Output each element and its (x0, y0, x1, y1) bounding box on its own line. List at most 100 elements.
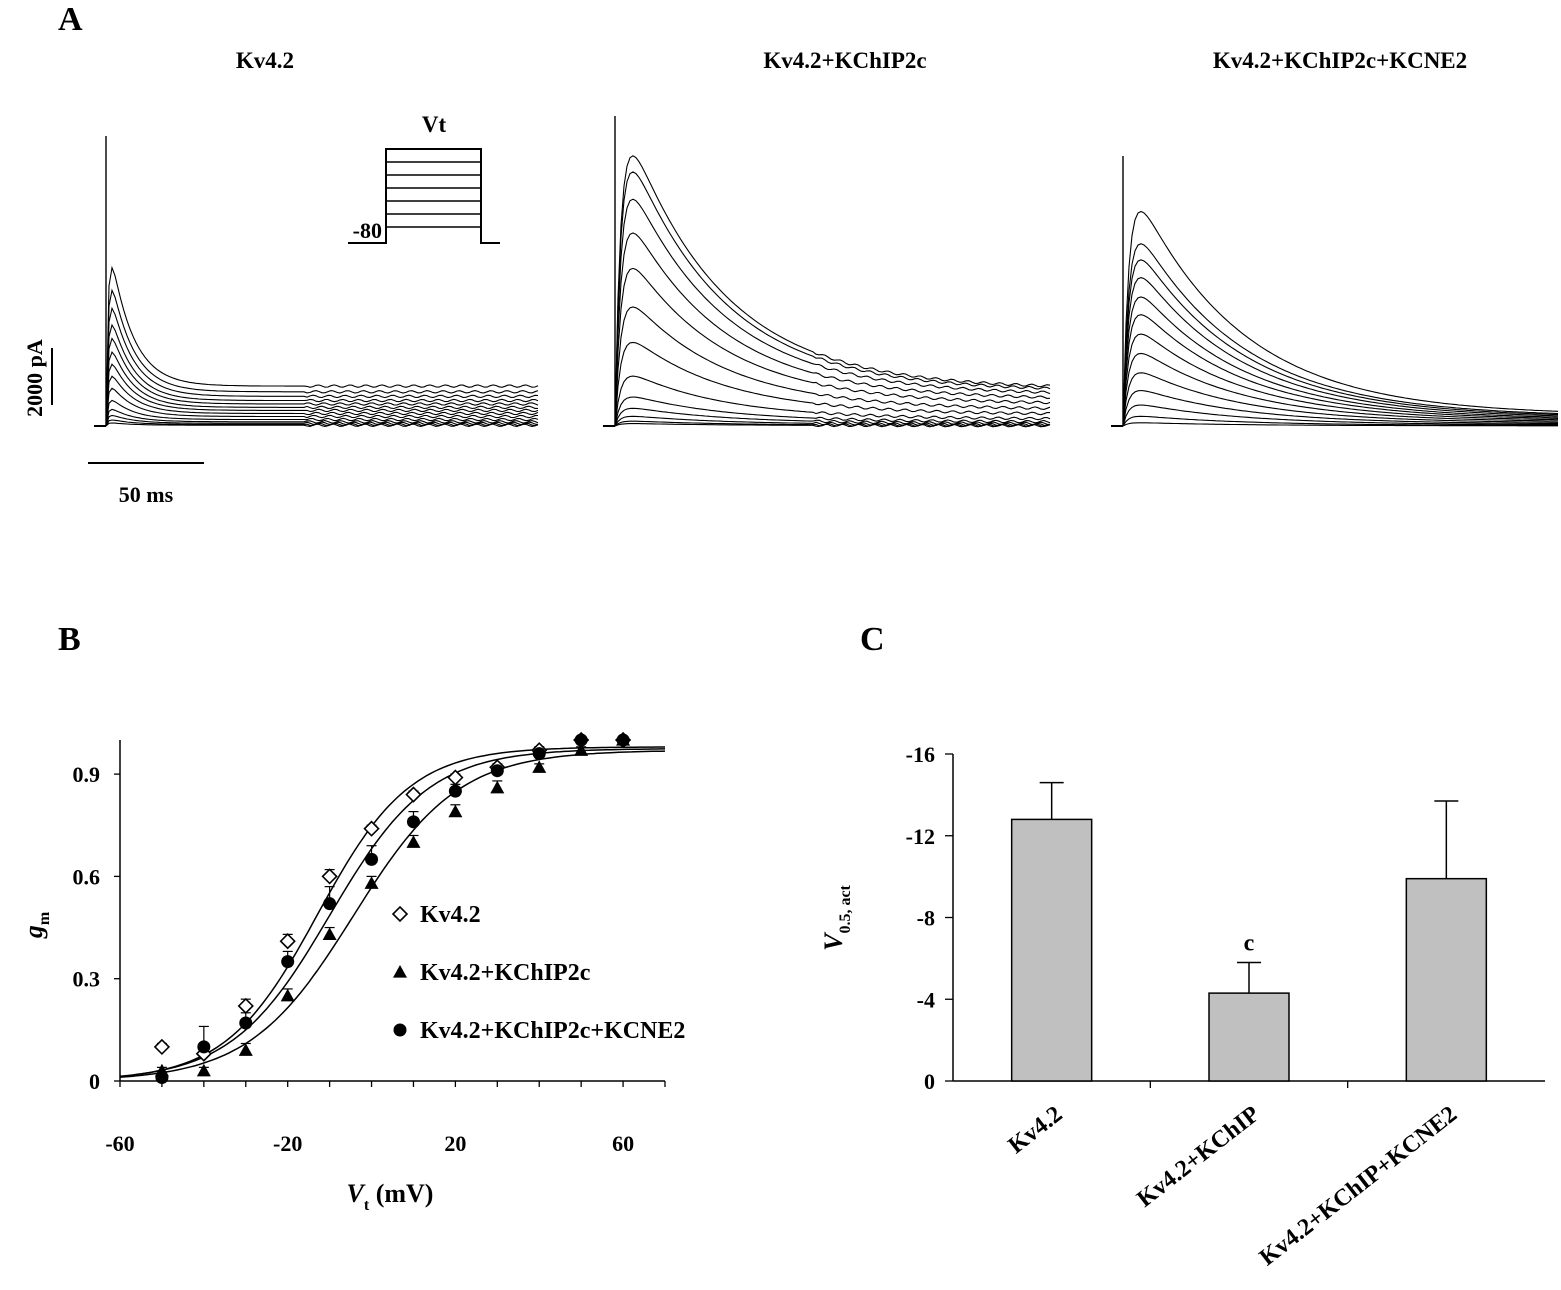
y-tick-label: 0.6 (73, 864, 101, 889)
current-trace (614, 232, 1051, 427)
data-point-circle (490, 764, 504, 778)
data-point-triangle (322, 927, 337, 940)
current-trace (614, 267, 1051, 427)
category-label: Kv4.2+KChIP+KCNE2 (1255, 1101, 1462, 1271)
x-axis-label-main: V (347, 1179, 367, 1208)
y-axis-label: gm (19, 911, 53, 939)
current-trace (1122, 352, 1558, 427)
y-tick-label: 0 (89, 1069, 100, 1094)
x-axis-label-unit: (mV) (369, 1179, 433, 1208)
data-point-circle (239, 1016, 253, 1030)
current-trace (1122, 415, 1558, 427)
bar (1208, 992, 1290, 1082)
fit-curve (119, 746, 665, 1078)
c-y-axis-label: V0.5, act (819, 884, 854, 950)
current-trace (1122, 314, 1559, 427)
bar (1010, 818, 1093, 1082)
bar (1405, 877, 1488, 1082)
x-tick-label: 20 (444, 1131, 466, 1156)
panel-b-letter: B (58, 621, 81, 658)
fit-curve (119, 750, 666, 1078)
data-point-circle (197, 1040, 211, 1054)
current-trace (105, 288, 539, 427)
legend-entry: Kv4.2+KChIP2c (420, 960, 591, 986)
c-y-tick-label: -12 (906, 824, 935, 849)
current-trace (105, 306, 539, 427)
vhalf-bar-chart: 0 -4 -8 -12 -16 Kv4.2 c Kv4.2+KChIPKv4.2+KChIP+… (906, 742, 1545, 1271)
current-trace (1122, 277, 1558, 427)
time-scale-label: 50 ms (119, 482, 174, 507)
panel-b: B -60 -20 20 60 0 0.3 0.6 0.9 Kv4.2 Kv4.2+KChIP2c… (19, 621, 685, 1214)
panel-a: A Kv4.2 Kv4.2+KChIP2c Kv4.2+KChIP2c+KCNE… (22, 1, 1559, 507)
current-trace (105, 422, 539, 427)
data-point-diamond (447, 769, 464, 786)
data-point-circle (155, 1071, 169, 1085)
data-point-triangle (532, 760, 547, 773)
current-trace (1122, 372, 1559, 427)
significance-label: c (1244, 930, 1255, 956)
c-y-axis-label-sub: 0.5, act (837, 884, 854, 933)
data-point-circle (406, 815, 420, 829)
current-trace (1122, 296, 1559, 427)
current-trace (614, 341, 1050, 427)
current-trace (614, 407, 1051, 427)
y-axis-label-sub: m (36, 911, 53, 925)
data-point-diamond (363, 820, 380, 837)
data-point-diamond (405, 786, 422, 803)
data-point-diamond (279, 933, 296, 950)
category-label: Kv4.2+KChIP (1132, 1101, 1264, 1212)
current-traces-kv42 (94, 136, 539, 427)
x-axis-label: Vt (mV) (347, 1179, 434, 1214)
current-trace (614, 420, 1051, 428)
current-trace (614, 415, 1051, 427)
protocol-label: Vt (422, 112, 447, 137)
data-point-circle (365, 852, 379, 866)
data-point-circle (574, 733, 588, 747)
current-trace (105, 419, 539, 427)
y-tick-label: 0.3 (73, 967, 101, 992)
trace-title-kv42-kchip2c: Kv4.2+KChIP2c (763, 48, 926, 73)
panel-c: C 0 -4 -8 -12 -16 Kv4.2 c Kv4.2+KChIPKv4.2+KChI… (819, 621, 1545, 1271)
data-point-circle (532, 747, 546, 761)
data-point-triangle (364, 876, 379, 889)
y-tick-label: 0.9 (73, 762, 101, 787)
data-point-circle (323, 897, 337, 911)
current-trace (614, 171, 1051, 427)
current-trace (1122, 210, 1559, 427)
current-trace (1122, 333, 1558, 427)
current-trace (105, 337, 539, 427)
data-point-triangle (280, 988, 295, 1002)
data-point-diamond (237, 997, 254, 1015)
x-tick-label: -20 (273, 1131, 302, 1156)
x-tick-label: 60 (612, 1131, 634, 1156)
current-trace (105, 387, 539, 427)
c-y-tick-label: 0 (924, 1069, 935, 1094)
data-point-diamond (153, 1038, 171, 1056)
protocol-holding-label: -80 (353, 218, 382, 243)
c-y-tick-label: -4 (917, 987, 935, 1012)
current-trace (1122, 243, 1559, 427)
c-y-tick-label: -16 (906, 742, 935, 767)
data-point-triangle (574, 743, 589, 756)
current-trace (105, 408, 539, 427)
current-trace (1122, 404, 1558, 427)
current-traces-kv42-kchip2c (603, 116, 1051, 428)
data-point-diamond (321, 868, 338, 885)
data-point-diamond (391, 905, 409, 923)
current-trace (614, 375, 1051, 427)
current-trace (614, 155, 1051, 427)
current-scale-label: 2000 pA (22, 339, 47, 417)
current-trace (105, 350, 538, 427)
data-point-triangle (393, 965, 407, 978)
data-point-triangle (238, 1043, 253, 1056)
current-trace (1122, 259, 1559, 427)
legend-entry: Kv4.2+KChIP2c+KCNE2 (420, 1018, 685, 1044)
data-point-circle (616, 733, 630, 747)
panel-a-letter: A (58, 1, 83, 38)
trace-title-kv42-kchip2c-kcne2: Kv4.2+KChIP2c+KCNE2 (1213, 48, 1467, 73)
data-point-triangle (406, 835, 421, 848)
current-trace (105, 363, 539, 427)
y-axis-label-main: g (19, 925, 48, 939)
current-traces-kv42-kchip2c-kcne2 (1111, 156, 1559, 427)
